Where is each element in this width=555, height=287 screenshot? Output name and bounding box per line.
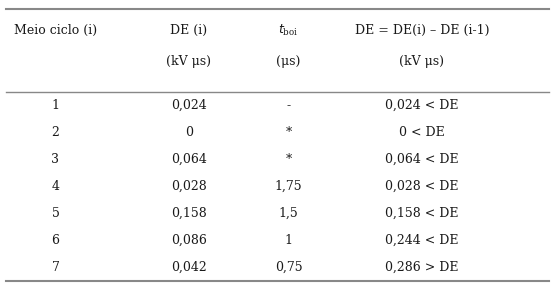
Text: 2: 2: [52, 126, 59, 139]
Text: 0,042: 0,042: [171, 261, 206, 274]
Text: 0,158 < DE: 0,158 < DE: [385, 207, 458, 220]
Text: 0,064 < DE: 0,064 < DE: [385, 153, 458, 166]
Text: *: *: [285, 126, 292, 139]
Text: 1: 1: [285, 234, 292, 247]
Text: (μs): (μs): [276, 55, 301, 68]
Text: 4: 4: [52, 180, 59, 193]
Text: 0,158: 0,158: [171, 207, 206, 220]
Text: (kV μs): (kV μs): [399, 55, 445, 68]
Text: DE (i): DE (i): [170, 24, 207, 37]
Text: 0,028 < DE: 0,028 < DE: [385, 180, 458, 193]
Text: -: -: [286, 99, 291, 112]
Text: DE = DE(i) – DE (i-1): DE = DE(i) – DE (i-1): [355, 24, 489, 37]
Text: $t_{\mathregular{boi}}$: $t_{\mathregular{boi}}$: [279, 23, 299, 38]
Text: Meio ciclo (i): Meio ciclo (i): [14, 24, 97, 37]
Text: 0,286 > DE: 0,286 > DE: [385, 261, 458, 274]
Text: 0 < DE: 0 < DE: [399, 126, 445, 139]
Text: 0,024: 0,024: [171, 99, 206, 112]
Text: 1,75: 1,75: [275, 180, 302, 193]
Text: 0,244 < DE: 0,244 < DE: [385, 234, 458, 247]
Text: 7: 7: [52, 261, 59, 274]
Text: 1,5: 1,5: [279, 207, 299, 220]
Text: 0,064: 0,064: [171, 153, 206, 166]
Text: 1: 1: [52, 99, 59, 112]
Text: 0,086: 0,086: [171, 234, 206, 247]
Text: (kV μs): (kV μs): [166, 55, 211, 68]
Text: 0,024 < DE: 0,024 < DE: [385, 99, 458, 112]
Text: 3: 3: [52, 153, 59, 166]
Text: 5: 5: [52, 207, 59, 220]
Text: 0,75: 0,75: [275, 261, 302, 274]
Text: *: *: [285, 153, 292, 166]
Text: 0,028: 0,028: [171, 180, 206, 193]
Text: 0: 0: [185, 126, 193, 139]
Text: 6: 6: [52, 234, 59, 247]
